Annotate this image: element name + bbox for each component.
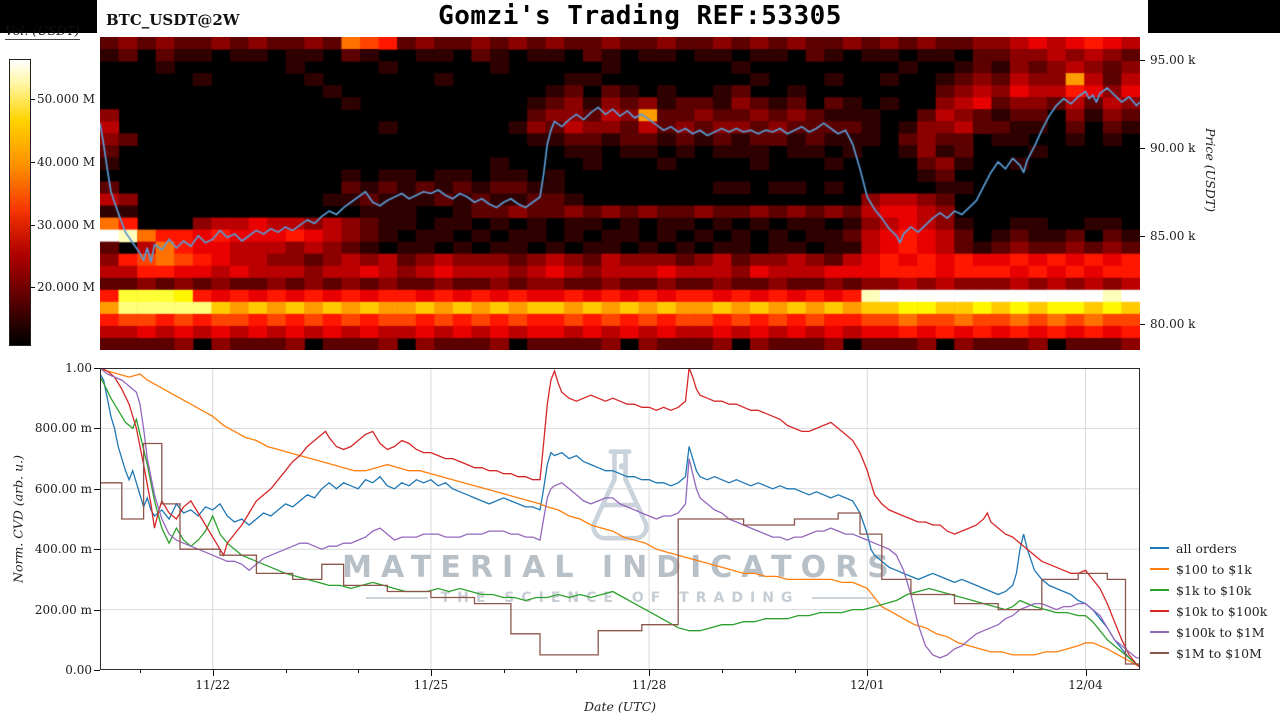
page-title: Gomzi's Trading REF:53305 bbox=[438, 1, 842, 31]
legend-label: all orders bbox=[1176, 540, 1237, 556]
legend-item: all orders bbox=[1150, 540, 1267, 556]
legend-label: $100 to $1k bbox=[1176, 561, 1252, 577]
price-axis-label: Price (USDT) bbox=[1203, 128, 1218, 212]
price-tick-label: 90.00 k bbox=[1150, 140, 1196, 155]
legend-item: $10k to $100k bbox=[1150, 603, 1268, 619]
cvd-x-minor-tick bbox=[794, 670, 796, 673]
colorbar-tick-mark bbox=[30, 99, 35, 100]
legend-item: $1M to $10M bbox=[1150, 645, 1267, 661]
cvd-y-tick-mark bbox=[94, 609, 100, 611]
legend-swatch bbox=[1150, 546, 1169, 550]
cvd-legend: all orders $100 to $1k $1k to $10k $10k to … bbox=[1150, 540, 1268, 661]
cvd-x-tick-label: 11/28 bbox=[631, 678, 667, 692]
legend-item: $100 to $1k bbox=[1150, 561, 1267, 577]
cvd-y-tick-label: 400.00 m bbox=[34, 542, 92, 557]
price-tick-mark bbox=[1140, 147, 1145, 149]
volume-colorbar bbox=[9, 59, 31, 346]
cvd-x-tick-mark bbox=[212, 670, 214, 676]
legend-item: $1k to $10k bbox=[1150, 582, 1267, 598]
top-right-block bbox=[1148, 0, 1280, 33]
legend-swatch bbox=[1150, 609, 1169, 613]
cvd-x-tick-label: 12/04 bbox=[1068, 678, 1103, 692]
cvd-y-tick-label: 600.00 m bbox=[34, 481, 92, 496]
price-tick-label: 80.00 k bbox=[1150, 316, 1196, 331]
cvd-panel bbox=[100, 368, 1140, 670]
cvd-y-tick-mark bbox=[94, 549, 100, 551]
cvd-y-tick-mark bbox=[94, 428, 100, 430]
price-tick-mark bbox=[1140, 323, 1145, 325]
cvd-x-minor-tick bbox=[140, 670, 141, 673]
colorbar-tick-label: 20.000 M bbox=[37, 279, 96, 294]
colorbar-title: Vol. (USDT) bbox=[5, 23, 80, 40]
legend-label: $10k to $100k bbox=[1176, 603, 1268, 619]
cvd-series-1k-to-10k bbox=[100, 376, 1140, 668]
cvd-x-minor-tick bbox=[1012, 670, 1014, 673]
cvd-x-axis-label: Date (UTC) bbox=[583, 699, 657, 714]
cvd-x-minor-tick bbox=[358, 670, 360, 673]
colorbar-tick-label: 30.000 M bbox=[37, 218, 96, 232]
cvd-y-tick-mark bbox=[94, 670, 100, 671]
cvd-x-tick-label: 11/25 bbox=[413, 678, 449, 692]
cvd-y-tick-label: 800.00 m bbox=[34, 421, 92, 436]
cvd-series-100k-to-1m bbox=[100, 368, 1140, 659]
cvd-x-tick-label: 12/01 bbox=[850, 678, 885, 692]
legend-label: $1k to $10k bbox=[1176, 582, 1252, 598]
cvd-x-minor-tick bbox=[576, 670, 578, 673]
legend-label: $100k to $1M bbox=[1176, 624, 1265, 640]
cvd-series-10k-to-100k bbox=[100, 368, 1140, 668]
symbol-label: BTC_USDT@2W bbox=[106, 11, 240, 29]
cvd-x-tick-mark bbox=[1085, 670, 1087, 676]
cvd-y-tick-label: 1.00 bbox=[65, 361, 92, 375]
cvd-plot-border bbox=[100, 368, 1140, 670]
colorbar-tick-label: 40.000 M bbox=[37, 155, 96, 169]
cvd-x-minor-tick bbox=[503, 670, 505, 673]
colorbar-tick-mark bbox=[30, 162, 35, 163]
cvd-x-tick-mark bbox=[430, 670, 432, 676]
cvd-x-tick-mark bbox=[867, 670, 869, 676]
legend-swatch bbox=[1150, 630, 1169, 634]
legend-swatch bbox=[1150, 588, 1169, 592]
cvd-x-tick-label: 11/22 bbox=[195, 678, 230, 692]
legend-swatch bbox=[1150, 567, 1169, 571]
cvd-y-tick-label: 200.00 m bbox=[34, 602, 92, 617]
colorbar-tick-mark bbox=[30, 286, 35, 288]
cvd-series-100-to-1k bbox=[100, 368, 1140, 668]
heatmap-panel bbox=[100, 37, 1140, 350]
cvd-x-tick-mark bbox=[649, 670, 651, 676]
colorbar-tick-mark bbox=[30, 225, 35, 226]
cvd-y-axis-label: Norm. CVD (arb. u.) bbox=[10, 455, 26, 583]
cvd-plot bbox=[100, 368, 1140, 670]
cvd-x-minor-tick bbox=[285, 670, 287, 673]
cvd-x-minor-tick bbox=[721, 670, 723, 673]
cvd-y-tick-label: 0.00 bbox=[65, 663, 92, 677]
cvd-y-tick-mark bbox=[94, 368, 100, 369]
cvd-series-1m-to-10m bbox=[100, 442, 1140, 665]
cvd-y-tick-mark bbox=[94, 488, 100, 490]
top-left-block bbox=[0, 0, 97, 33]
price-tick-label: 95.00 k bbox=[1150, 52, 1196, 67]
price-tick-mark bbox=[1140, 59, 1145, 61]
cvd-series-all-orders bbox=[100, 373, 1140, 668]
price-tick-label: 85.00 k bbox=[1150, 228, 1196, 243]
legend-item: $100k to $1M bbox=[1150, 624, 1267, 640]
heatmap-canvas bbox=[100, 37, 1140, 350]
colorbar-tick-label: 50.000 M bbox=[37, 92, 96, 106]
cvd-x-minor-tick bbox=[940, 670, 941, 673]
legend-label: $1M to $10M bbox=[1176, 645, 1262, 661]
price-tick-mark bbox=[1140, 235, 1145, 237]
legend-swatch bbox=[1150, 651, 1169, 655]
